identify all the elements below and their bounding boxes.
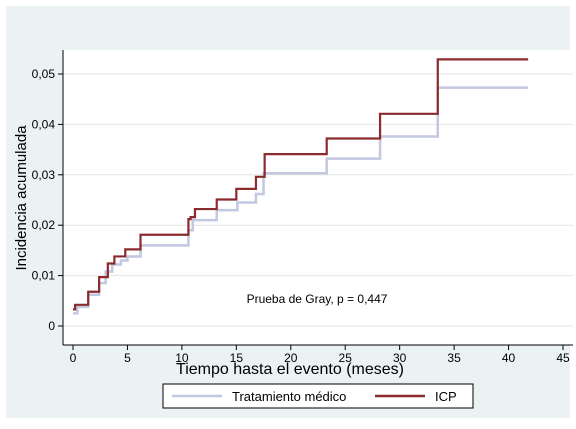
y-tick-label-3: 0,03: [32, 168, 56, 182]
series-lines: [73, 58, 529, 315]
y-axis-ticks: 0 0,01 0,02 0,03 0,04 0,05: [32, 67, 63, 333]
legend-label-tratamiento-medico: Tratamiento médico: [232, 389, 346, 404]
y-tick-label-5: 0,05: [32, 67, 56, 81]
x-axis-label: Tiempo hasta el evento (meses): [176, 361, 404, 378]
series-line-icp: [73, 58, 529, 311]
x-tick-label-2: 10: [175, 351, 189, 365]
grid-lines: [63, 73, 573, 327]
y-axis-label: Incidencia acumulada: [13, 125, 30, 271]
legend-label-icp: ICP: [435, 389, 457, 404]
x-tick-label-9: 45: [556, 351, 570, 365]
gray-test-annotation: Prueba de Gray, p = 0,447: [247, 292, 388, 306]
x-tick-label-6: 30: [393, 351, 407, 365]
plot-area: [63, 50, 573, 345]
y-tick-label-4: 0,04: [32, 117, 56, 131]
x-axis-ticks: 0 5 10 15 20 25 30 35 40 45: [70, 345, 570, 365]
x-tick-label-4: 20: [284, 351, 298, 365]
x-tick-label-8: 40: [502, 351, 516, 365]
x-tick-label-0: 0: [70, 351, 77, 365]
x-tick-label-1: 5: [124, 351, 131, 365]
legend: Tratamiento médico ICP: [162, 383, 474, 409]
y-tick-label-1: 0,01: [32, 269, 56, 283]
x-tick-label-7: 35: [447, 351, 461, 365]
y-tick-label-2: 0,02: [32, 218, 56, 232]
y-tick-label-0: 0: [48, 319, 55, 333]
x-tick-label-3: 15: [230, 351, 244, 365]
x-tick-label-5: 25: [339, 351, 353, 365]
